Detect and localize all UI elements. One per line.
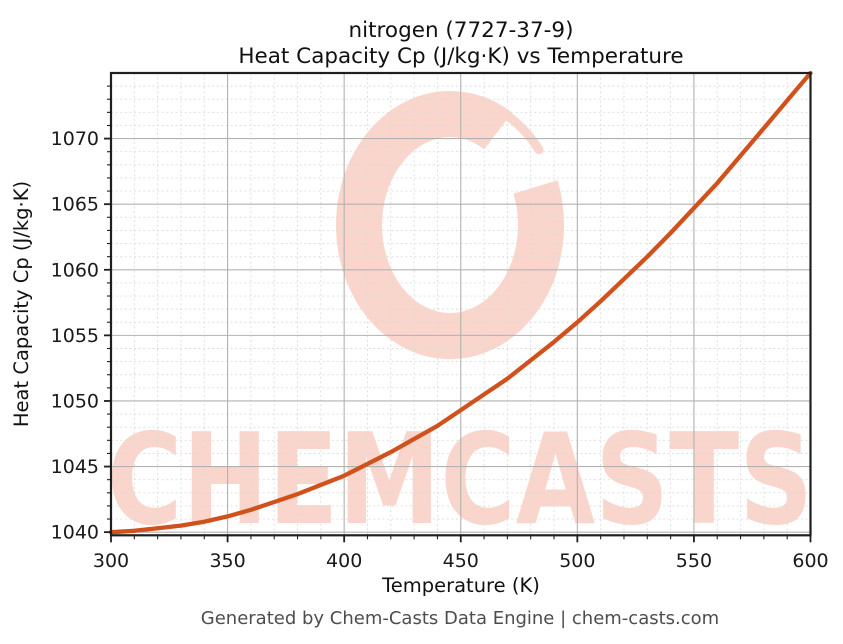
x-tick-label: 300 xyxy=(93,550,129,572)
chart-title-line2: Heat Capacity Cp (J/kg·K) vs Temperature xyxy=(238,44,683,69)
x-tick-label: 450 xyxy=(443,550,479,572)
axes-and-ticks xyxy=(104,71,812,543)
y-tick-label: 1040 xyxy=(51,522,99,544)
footer-credit: Generated by Chem-Casts Data Engine | ch… xyxy=(201,608,719,629)
cp-curve xyxy=(108,70,813,535)
gridlines xyxy=(111,73,811,536)
x-tick-label: 350 xyxy=(209,550,245,572)
x-tick-label: 550 xyxy=(676,550,712,572)
x-tick-label: 500 xyxy=(559,550,595,572)
data-series xyxy=(108,70,813,535)
x-tick-label: 600 xyxy=(792,550,828,572)
chart-title-line1: nitrogen (7727-37-9) xyxy=(349,18,574,43)
y-tick-label: 1055 xyxy=(51,325,99,347)
c-swoosh-tail-icon xyxy=(497,107,544,155)
y-tick-label: 1070 xyxy=(51,128,99,150)
y-tick-label: 1065 xyxy=(51,194,99,216)
c-swoosh-logo-icon xyxy=(336,91,564,360)
y-tick-label: 1050 xyxy=(51,390,99,412)
x-tick-label: 400 xyxy=(326,550,362,572)
tick-labels: 300 350 400 450 500 550 600 1040 1045 1050 1055 106… xyxy=(51,128,829,572)
x-axis-label: Temperature (K) xyxy=(381,574,540,597)
y-tick-label: 1045 xyxy=(51,456,99,478)
y-tick-label: 1060 xyxy=(51,259,99,281)
y-axis-label: Heat Capacity Cp (J/kg·K) xyxy=(10,181,33,427)
